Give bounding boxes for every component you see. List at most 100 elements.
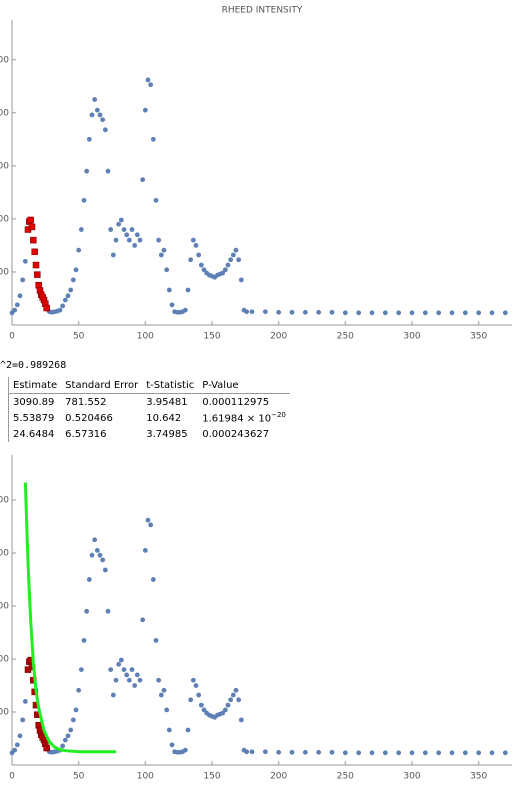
point — [14, 302, 20, 308]
x-tick-label: 50 — [73, 332, 85, 342]
point — [86, 577, 92, 582]
point — [222, 267, 228, 273]
point — [198, 262, 204, 268]
point — [110, 252, 116, 258]
point — [100, 117, 106, 123]
point — [190, 677, 196, 683]
point — [126, 237, 132, 243]
point — [43, 304, 50, 312]
point — [32, 261, 40, 269]
x-tick-label: 200 — [270, 332, 287, 342]
point — [356, 310, 362, 316]
point — [161, 247, 167, 253]
header-cell: t-Statistic — [142, 377, 199, 394]
point — [342, 310, 348, 316]
y-tick-label: 00 — [0, 55, 9, 65]
point — [193, 683, 199, 688]
point — [166, 287, 172, 293]
point — [70, 277, 76, 283]
point — [118, 217, 124, 223]
point — [137, 237, 143, 243]
y-tick-label: 00 — [0, 496, 9, 506]
cell: 3.95481 — [146, 396, 188, 408]
point — [142, 547, 148, 553]
y-tick-label: 00 — [0, 214, 9, 224]
exponent: −20 — [271, 411, 286, 420]
point — [27, 216, 34, 224]
point — [100, 557, 106, 563]
point — [20, 717, 26, 723]
point — [502, 310, 508, 316]
x-tick-label: 150 — [203, 772, 220, 782]
point — [116, 661, 122, 667]
point — [62, 297, 68, 303]
point — [43, 744, 50, 752]
point — [108, 227, 114, 232]
x-tick-label: 300 — [403, 772, 420, 782]
point — [196, 252, 202, 258]
point — [382, 310, 388, 316]
point — [185, 287, 191, 293]
point — [316, 309, 322, 315]
point — [302, 309, 308, 315]
x-tick-label: 0 — [9, 332, 15, 342]
point — [14, 742, 20, 748]
point — [225, 702, 231, 708]
point — [222, 707, 228, 713]
point — [185, 727, 191, 733]
point — [145, 517, 151, 523]
point — [188, 697, 194, 703]
point — [153, 638, 159, 643]
point — [462, 310, 468, 316]
x-tick-label: 350 — [470, 332, 487, 342]
point — [238, 277, 244, 283]
point — [17, 293, 23, 299]
point — [169, 742, 175, 748]
point — [369, 750, 375, 756]
fit-curve — [23, 482, 116, 754]
point — [12, 307, 18, 313]
point — [249, 749, 255, 755]
point — [73, 707, 79, 713]
point — [150, 136, 156, 142]
point — [121, 227, 127, 232]
point — [502, 750, 508, 756]
point — [436, 310, 442, 316]
point — [193, 243, 199, 248]
point — [342, 750, 348, 756]
point — [228, 697, 234, 703]
point — [289, 309, 295, 315]
point — [422, 750, 428, 756]
point — [81, 197, 87, 203]
point — [28, 223, 36, 231]
point — [97, 552, 103, 558]
cell: 0.000112975 — [202, 396, 270, 408]
point — [329, 749, 335, 755]
point — [140, 177, 146, 183]
point — [369, 310, 375, 316]
table-row: 5.53879 0.520466 10.642 1.61984 × 10−20 — [9, 410, 290, 426]
table-header: Estimate Standard Error t-Statistic P-Va… — [8, 377, 290, 394]
point — [462, 750, 468, 756]
point — [166, 727, 172, 733]
point — [233, 247, 239, 253]
point — [230, 692, 236, 698]
point — [156, 237, 162, 243]
point — [121, 667, 127, 673]
point — [225, 262, 231, 268]
point — [129, 667, 135, 673]
x-tick-label: 350 — [470, 772, 487, 782]
point — [329, 309, 335, 315]
point — [140, 617, 146, 623]
point — [201, 267, 207, 273]
x-tick-label: 100 — [137, 332, 154, 342]
point — [476, 750, 482, 756]
point — [220, 710, 226, 716]
header-cell: Estimate — [8, 377, 62, 394]
point — [65, 733, 71, 739]
point — [84, 168, 90, 174]
cell: 5.53879 — [13, 412, 55, 424]
point — [137, 677, 143, 683]
cell: 3090.89 — [13, 396, 55, 408]
